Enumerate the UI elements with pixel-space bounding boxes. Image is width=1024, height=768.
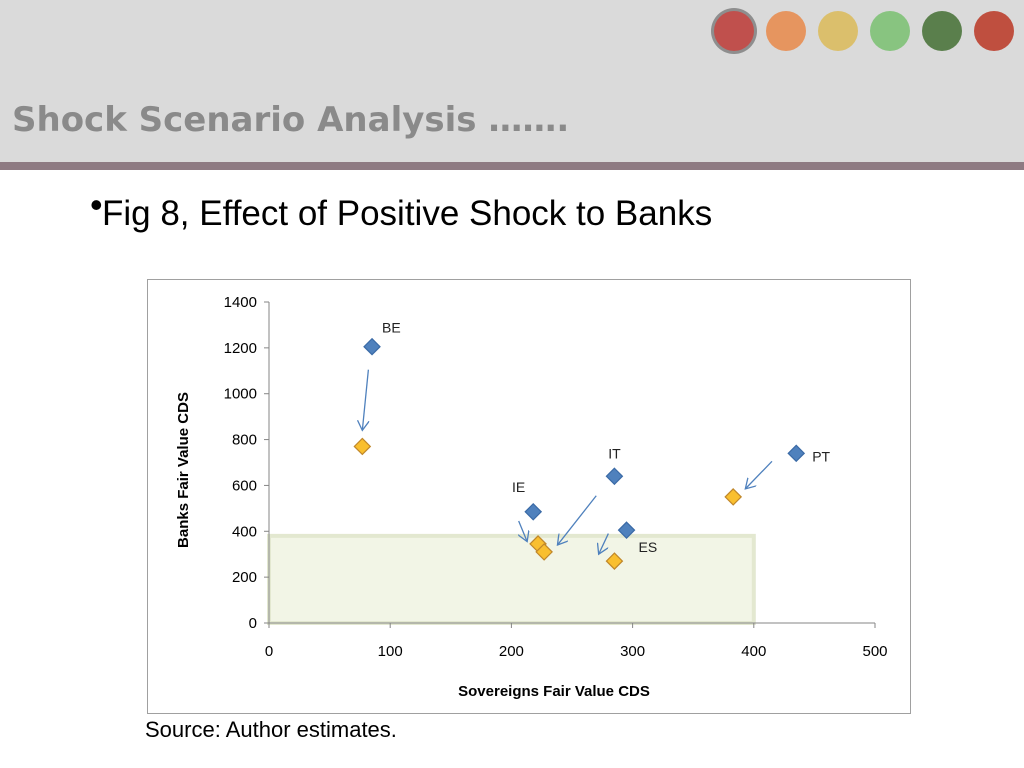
dot-4 <box>870 11 910 51</box>
x-tick-label: 0 <box>265 643 273 660</box>
shift-arrow <box>519 520 527 542</box>
data-point-after <box>353 437 372 456</box>
x-tick-label: 500 <box>862 643 887 660</box>
data-point-before <box>363 337 381 356</box>
data-point-before <box>787 444 806 463</box>
bullet-marker: • <box>90 184 103 225</box>
dot-6 <box>974 11 1014 51</box>
header-divider <box>0 162 1024 170</box>
shift-arrow <box>599 533 609 555</box>
source-note: Source: Author estimates. <box>145 717 397 742</box>
data-point-before <box>524 502 543 521</box>
shift-arrow <box>362 369 368 431</box>
data-point-after <box>535 543 553 561</box>
point-label: IE <box>512 479 525 495</box>
scatter-chart: 0 200 400 600 800 1000 1200 1400 0 100 200 300 400 50… <box>175 294 888 700</box>
y-axis-title: Banks Fair Value CDS <box>175 392 192 548</box>
data-point-after <box>605 552 624 570</box>
y-tick-label: 400 <box>232 523 257 540</box>
x-axis-title: Sovereigns Fair Value CDS <box>458 683 650 700</box>
y-tick-label: 200 <box>232 569 257 586</box>
point-label: IT <box>608 445 621 461</box>
point-label: BE <box>382 320 401 336</box>
slide-title: Shock Scenario Analysis ……. <box>12 100 570 140</box>
x-tick-label: 300 <box>620 643 645 660</box>
y-tick-label: 800 <box>232 432 257 449</box>
y-tick-label: 1000 <box>224 386 257 403</box>
data-point-before <box>617 521 636 539</box>
y-tick-label: 0 <box>249 615 257 632</box>
point-label: ES <box>639 539 658 555</box>
data-point-before <box>605 467 624 486</box>
y-tick-label: 600 <box>232 477 257 494</box>
dot-2 <box>766 11 806 51</box>
dot-5 <box>922 11 962 51</box>
point-label: PT <box>812 448 830 464</box>
x-tick-label: 100 <box>378 643 403 660</box>
data-point-after <box>724 488 743 506</box>
x-tick-label: 400 <box>741 643 766 660</box>
highlight-region <box>267 533 756 625</box>
bullet-text: Fig 8, Effect of Positive Shock to Banks <box>102 194 713 233</box>
chart-frame: 0 200 400 600 800 1000 1200 1400 0 100 200 300 400 50… <box>147 279 911 714</box>
y-tick-label: 1400 <box>224 294 257 311</box>
dot-1 <box>714 11 754 51</box>
y-tick-label: 1200 <box>224 340 257 357</box>
shift-arrow <box>745 460 773 489</box>
x-tick-label: 200 <box>499 643 524 660</box>
shift-arrow <box>557 495 597 545</box>
dot-3 <box>818 11 858 51</box>
